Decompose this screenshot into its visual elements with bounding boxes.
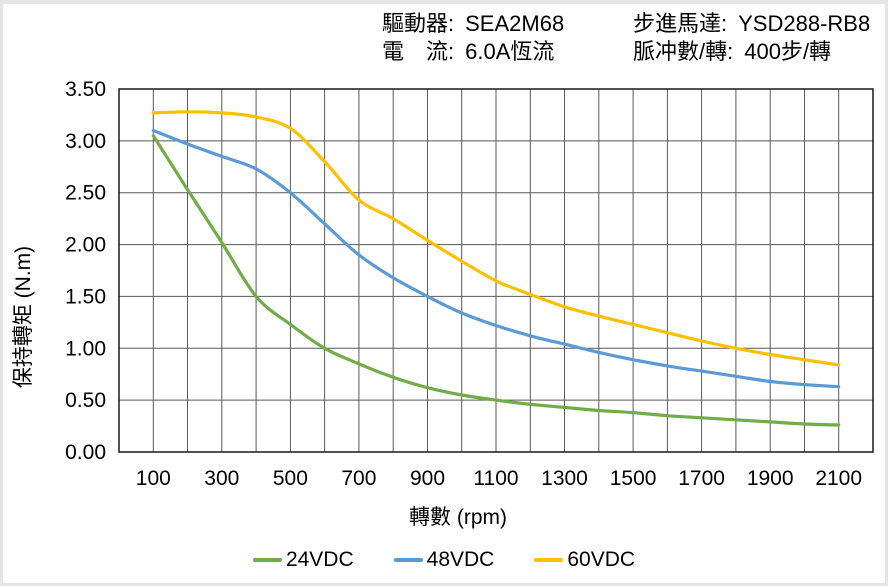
x-tick-label: 100 [136,467,171,490]
y-axis-title: 保持轉矩 (N.m) [12,246,35,388]
driver-value: SEA2M68 [465,11,565,36]
motor-row: 步進馬達: YSD288-RB8 [633,10,870,38]
driver-row: 驅動器: SEA2M68 [382,10,564,38]
x-tick-label: 2100 [815,467,862,490]
legend-line-swatch [534,558,564,562]
driver-label: 驅動器: [382,11,455,36]
chart-legend: 24VDC 48VDC 60VDC [0,548,888,572]
x-tick-label: 1500 [610,467,657,490]
y-tick-label: 2.50 [65,182,106,205]
header-motor-block: 步進馬達: YSD288-RB8 脈冲數/轉: 400步/轉 [633,10,870,66]
x-tick-label: 1900 [747,467,794,490]
x-tick-label: 1700 [678,467,725,490]
legend-item-24vdc: 24VDC [252,548,354,572]
header-driver-block: 驅動器: SEA2M68 電 流: 6.0A恆流 [382,10,564,66]
current-label: 電 流: [382,39,455,64]
y-tick-label: 1.00 [65,337,106,360]
x-tick-label: 1100 [473,467,518,490]
x-tick-label: 700 [341,467,376,490]
series-line-60vdc [151,110,841,367]
motor-label: 步進馬達: [633,11,728,36]
legend-line-swatch [252,558,282,562]
series-line-24vdc [151,134,841,427]
pulses-label: 脈冲數/轉: [633,39,734,64]
y-tick-label: 2.00 [65,234,106,257]
legend-item-48vdc: 48VDC [393,548,495,572]
y-tick-label: 3.50 [65,78,106,101]
x-axis-title: 轉數 (rpm) [409,506,507,529]
x-tick-label: 900 [410,467,445,490]
y-tick-label: 0.50 [65,389,106,412]
legend-label: 24VDC [285,548,354,571]
grid-lines [119,89,873,452]
y-tick-label: 0.00 [65,441,106,464]
x-tick-label: 1300 [541,467,588,490]
y-tick-label: 1.50 [65,285,106,308]
x-tick-label: 500 [273,467,308,490]
pulses-value: 400步/轉 [744,39,832,64]
x-tick-label: 300 [204,467,239,490]
legend-label: 48VDC [426,548,495,571]
plot-border [118,88,874,453]
pulses-row: 脈冲數/轉: 400步/轉 [633,38,870,66]
legend-item-60vdc: 60VDC [534,548,635,572]
y-tick-label: 3.00 [65,130,106,153]
legend-label: 60VDC [567,548,636,571]
series-line-48vdc [151,128,841,389]
motor-value: YSD288-RB8 [738,11,871,36]
legend-line-swatch [393,558,423,562]
current-value: 6.0A恆流 [465,39,555,64]
current-row: 電 流: 6.0A恆流 [382,38,564,66]
